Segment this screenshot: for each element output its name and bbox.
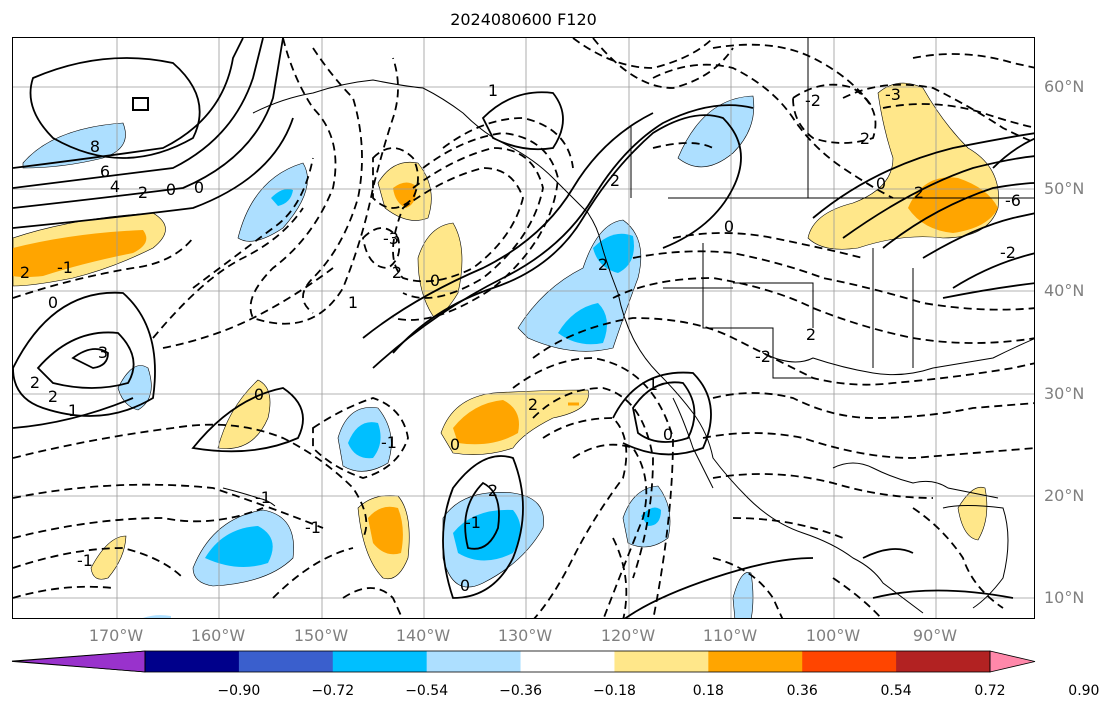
lon-label: 90°W — [912, 626, 958, 645]
colorbar-segment — [426, 651, 522, 672]
lat-label: 60°N — [1044, 77, 1085, 96]
contour-label: 0 — [48, 293, 58, 312]
colorbar-tick-label: 0.90 — [1068, 683, 1100, 699]
contour-label: 0 — [876, 174, 886, 193]
lon-label: 120°W — [600, 626, 656, 645]
contour-label: 2 — [806, 325, 816, 344]
contour-label: 2 — [528, 395, 538, 414]
map-canvas: 8 6 4 2 0 0 -1 2 0 3 2 2 1 1 2 0 -3 0 -1… — [13, 38, 1034, 618]
colorbar-segment — [238, 651, 334, 672]
contour-label: 0 — [166, 180, 176, 199]
colorbar-segment — [332, 651, 428, 672]
contour-label: 1 — [488, 81, 498, 100]
colorbar-tick-label: −0.18 — [592, 683, 636, 699]
lon-label: 160°W — [190, 626, 246, 645]
contour-lines — [13, 38, 1034, 618]
contour-label: 3 — [98, 343, 108, 362]
colorbar-extend-max — [989, 650, 1036, 673]
contour-label: -6 — [1005, 191, 1021, 210]
contour-label: 0 — [254, 385, 264, 404]
graticule — [13, 38, 1034, 618]
contour-label: 2 — [48, 387, 58, 406]
contour-label: 2 — [860, 129, 870, 148]
colorbar-segment — [520, 651, 615, 672]
contour-label: 2 — [138, 183, 148, 202]
contour-label: -1 — [57, 258, 73, 277]
colorbar-segment — [614, 651, 709, 672]
contour-label: 0 — [194, 178, 204, 197]
colorbar-tick-label: −0.90 — [217, 683, 261, 699]
contour-label: -2 — [805, 91, 821, 110]
coastlines — [132, 38, 1034, 614]
lon-label: 140°W — [395, 626, 451, 645]
contour-label: -3 — [383, 229, 399, 248]
colorbar-tick-label: −0.36 — [499, 683, 542, 699]
contour-label: -1 — [305, 518, 321, 537]
contour-label: 8 — [90, 137, 100, 156]
colorbar-segment — [708, 651, 803, 672]
colorbar-tick-label: −0.54 — [405, 683, 449, 699]
contour-label: 4 — [110, 177, 120, 196]
contour-label: 1 — [348, 293, 358, 312]
contour-label: 2 — [20, 263, 30, 282]
colorbar-segment — [145, 651, 240, 672]
colorbar-segment — [896, 651, 991, 672]
contour-labels: 8 6 4 2 0 0 -1 2 0 3 2 2 1 1 2 0 -3 0 -1… — [20, 81, 1021, 595]
contour-label: 0 — [724, 217, 734, 236]
contour-label: 2 — [392, 263, 402, 282]
lat-label: 10°N — [1044, 588, 1085, 607]
lon-label: 150°W — [293, 626, 349, 645]
colorbar-tick-label: 0.54 — [880, 683, 912, 699]
contour-label: -1 — [465, 513, 481, 532]
contour-label: 0 — [430, 271, 440, 290]
contour-label: -3 — [885, 85, 901, 104]
map-title: 2024080600 F120 — [450, 10, 597, 29]
lat-label: 40°N — [1044, 281, 1085, 300]
contour-label: 2 — [914, 183, 924, 202]
contour-label: 0 — [663, 425, 673, 444]
contour-label: 1 — [68, 401, 78, 420]
colorbar-extend-min — [11, 650, 146, 673]
lat-label: 30°N — [1044, 384, 1085, 403]
colorbar — [11, 650, 1036, 673]
colorbar-tick-label: −0.72 — [311, 683, 355, 699]
lon-label: 170°W — [88, 626, 144, 645]
contour-label: -1 — [381, 433, 397, 452]
contour-label: -2 — [755, 347, 771, 366]
contour-label: -1 — [255, 488, 271, 507]
colorbar-tick-label: 0.18 — [692, 683, 724, 699]
contour-label: 0 — [460, 576, 470, 595]
colorbar-tick-label: 0.36 — [786, 683, 818, 699]
colorbar-segment — [802, 651, 897, 672]
contour-label: 0 — [450, 435, 460, 454]
contour-label: 2 — [610, 171, 620, 190]
contour-label: 2 — [30, 373, 40, 392]
shaded-fields — [13, 82, 999, 618]
contour-label: 2 — [488, 481, 498, 500]
contour-label: -1 — [77, 551, 93, 570]
lon-label: 130°W — [497, 626, 553, 645]
contour-label: 2 — [598, 255, 608, 274]
contour-label: 1 — [648, 375, 658, 394]
map-panel: 8 6 4 2 0 0 -1 2 0 3 2 2 1 1 2 0 -3 0 -1… — [12, 37, 1035, 619]
contour-label: 6 — [100, 162, 110, 181]
lat-label: 50°N — [1044, 179, 1085, 198]
lon-label: 110°W — [702, 626, 758, 645]
colorbar-tick-label: 0.72 — [974, 683, 1006, 699]
lat-label: 20°N — [1044, 486, 1085, 505]
lon-label: 100°W — [805, 626, 861, 645]
contour-label: -2 — [1000, 243, 1016, 262]
